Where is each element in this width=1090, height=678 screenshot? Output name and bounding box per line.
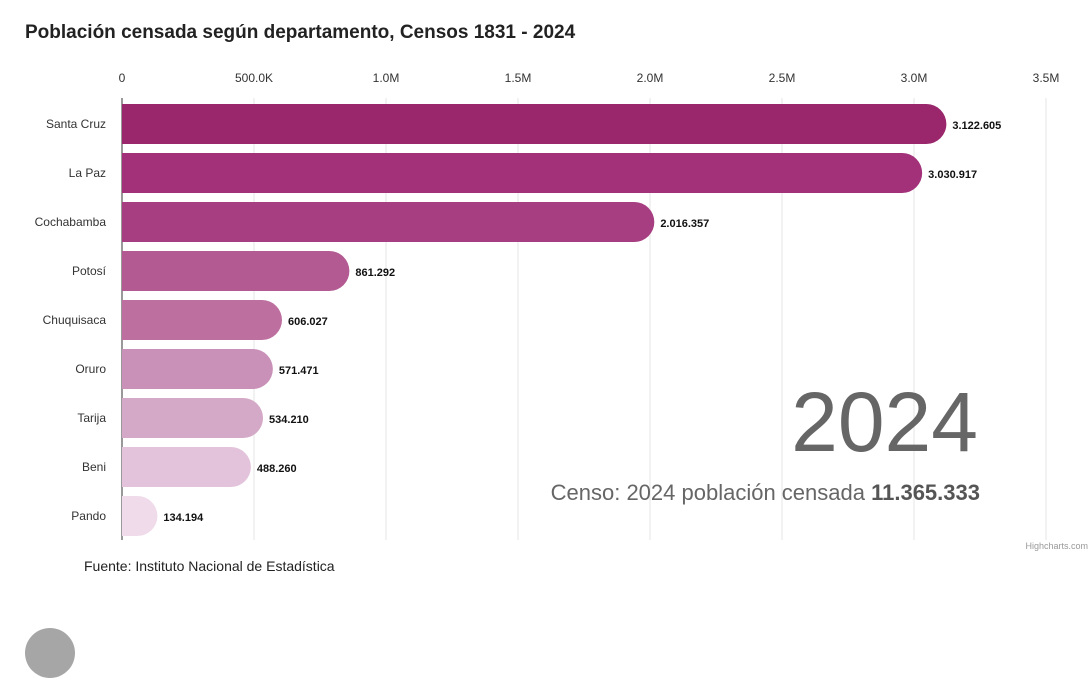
category-label: Beni xyxy=(82,460,106,474)
highcharts-credits[interactable]: Highcharts.com xyxy=(1025,541,1088,551)
source-note: Fuente: Instituto Nacional de Estadístic… xyxy=(84,558,335,574)
category-label: Tarija xyxy=(77,411,106,425)
category-label: La Paz xyxy=(69,166,106,180)
data-label: 606.027 xyxy=(288,316,328,328)
category-label: Pando xyxy=(71,509,106,523)
caption-total: 11.365.333 xyxy=(871,480,980,505)
caption-prefix: Censo: 2024 población censada xyxy=(550,480,872,505)
x-tick-label: 2.5M xyxy=(769,71,796,85)
bar xyxy=(122,496,158,536)
x-tick-label: 500.0K xyxy=(235,71,273,85)
data-label: 3.030.917 xyxy=(928,169,977,181)
x-tick-label: 1.5M xyxy=(505,71,532,85)
year-label: 2024 xyxy=(791,375,978,469)
bar xyxy=(122,349,273,389)
census-caption: Censo: 2024 población censada 11.365.333 xyxy=(440,480,980,506)
x-tick-label: 3.5M xyxy=(1033,71,1060,85)
data-label: 2.016.357 xyxy=(660,218,709,230)
category-label: Chuquisaca xyxy=(43,313,107,327)
x-tick-label: 2.0M xyxy=(637,71,664,85)
bar xyxy=(122,251,350,291)
data-label: 3.122.605 xyxy=(952,120,1001,132)
data-label: 134.194 xyxy=(163,512,204,524)
data-label: 534.210 xyxy=(269,414,309,426)
bar xyxy=(122,153,923,193)
category-label: Cochabamba xyxy=(35,215,107,229)
x-tick-label: 0 xyxy=(119,71,126,85)
category-label: Santa Cruz xyxy=(46,117,106,131)
chart-title: Población censada según departamento, Ce… xyxy=(25,22,576,43)
data-label: 571.471 xyxy=(279,365,319,377)
x-tick-label: 3.0M xyxy=(901,71,928,85)
data-label: 488.260 xyxy=(257,463,297,475)
category-label: Oruro xyxy=(75,362,106,376)
x-tick-label: 1.0M xyxy=(373,71,400,85)
bar-chart: 0 500.0K 1.0M 1.5M 2.0M 2.5M 3.0M 3.5M Santa Cru… xyxy=(35,71,1060,540)
category-label: Potosí xyxy=(72,264,107,278)
play-button[interactable] xyxy=(25,628,75,678)
bar xyxy=(122,104,947,144)
bar xyxy=(122,398,264,438)
data-label: 861.292 xyxy=(355,267,395,279)
bar xyxy=(122,447,251,487)
bar xyxy=(122,202,655,242)
bar xyxy=(122,300,282,340)
